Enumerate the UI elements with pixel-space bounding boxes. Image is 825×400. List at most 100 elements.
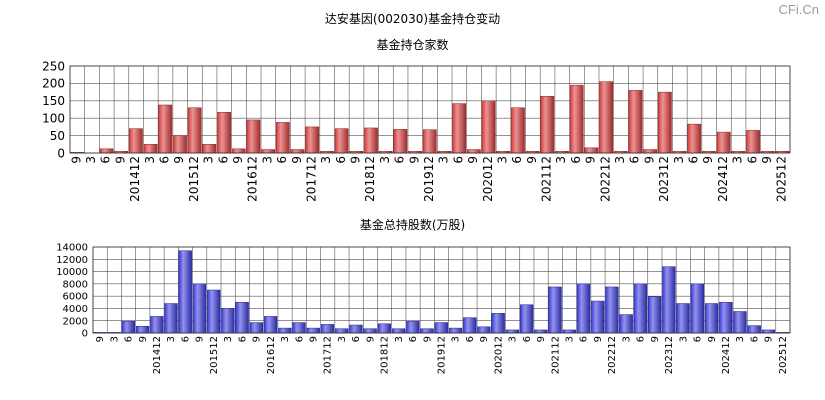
shares-bar — [562, 329, 576, 334]
shares-bar — [591, 300, 605, 334]
count-xtick-label: 6 — [99, 156, 113, 164]
count-xtick-label: 202312 — [657, 156, 671, 202]
shares-xtick-label: 9 — [650, 336, 661, 342]
count-bar — [584, 147, 599, 154]
count-xtick-label: 201912 — [422, 156, 436, 202]
count-bar — [231, 148, 246, 154]
count-bar — [452, 103, 467, 154]
count-xtick-label: 6 — [569, 156, 583, 164]
count-bar — [555, 151, 569, 154]
count-xtick-label: 3 — [613, 156, 627, 164]
shares-bar — [633, 283, 648, 334]
count-bar — [775, 151, 790, 154]
count-bar — [158, 104, 173, 154]
shares-xtick-label: 201912 — [437, 336, 448, 374]
count-xtick-label: 201612 — [246, 156, 260, 202]
shares-xtick-label: 9 — [707, 336, 718, 342]
count-bar — [114, 151, 129, 154]
shares-bar — [676, 303, 690, 334]
count-bar — [246, 119, 261, 154]
shares-xtick-label: 9 — [308, 336, 319, 342]
count-bar — [658, 91, 672, 154]
watermark: CFi.Cn — [778, 2, 819, 17]
shares-bar — [605, 286, 619, 334]
shares-bar — [164, 303, 178, 334]
shares-xtick-label: 3 — [678, 336, 689, 342]
count-bar — [481, 100, 496, 154]
count-xtick-label: 6 — [275, 156, 289, 164]
shares-bar — [349, 324, 363, 334]
shares-xtick-label: 3 — [508, 336, 519, 342]
shares-xtick-label: 6 — [579, 336, 590, 342]
count-bar — [746, 130, 760, 154]
shares-ytick-label: 4000 — [63, 304, 88, 315]
shares-bar — [292, 322, 306, 334]
count-bar — [466, 149, 481, 154]
shares-xtick-label: 3 — [223, 336, 234, 342]
count-ytick-label: 250 — [42, 59, 65, 73]
count-xtick-label: 202112 — [540, 156, 554, 202]
count-xtick-label: 9 — [760, 156, 774, 164]
shares-xtick-label: 3 — [565, 336, 576, 342]
shares-bar — [448, 327, 463, 334]
shares-xtick-label: 9 — [365, 336, 376, 342]
count-xtick-label: 3 — [84, 156, 98, 164]
count-xtick-label: 9 — [349, 156, 363, 164]
count-xtick-label: 201412 — [128, 156, 142, 202]
count-bar — [599, 81, 613, 154]
count-bar — [716, 131, 731, 154]
count-xtick-label: 6 — [158, 156, 172, 164]
shares-xtick-label: 6 — [408, 336, 419, 342]
shares-bar — [363, 328, 377, 334]
shares-xtick-label: 9 — [95, 336, 106, 342]
count-bar — [672, 151, 687, 154]
count-bar — [437, 151, 452, 154]
shares-xtick-label: 3 — [280, 336, 291, 342]
shares-xtick-label: 9 — [479, 336, 490, 342]
shares-bar — [306, 327, 320, 334]
count-xtick-label: 9 — [407, 156, 421, 164]
count-xtick-label: 202012 — [481, 156, 495, 202]
shares-xtick-label: 9 — [195, 336, 206, 342]
shares-xtick-label: 202312 — [664, 336, 675, 374]
count-xtick-label: 9 — [231, 156, 245, 164]
count-xtick-label: 202412 — [716, 156, 730, 202]
shares-bar — [477, 326, 491, 334]
shares-bar — [121, 321, 136, 334]
shares-bar — [235, 302, 249, 334]
shares-bar — [434, 322, 448, 334]
count-xtick-label: 9 — [584, 156, 598, 164]
count-xtick-label: 3 — [378, 156, 392, 164]
shares-bar — [150, 316, 164, 334]
shares-xtick-label: 201812 — [380, 336, 391, 374]
count-bar — [643, 149, 658, 154]
shares-xtick-label: 9 — [764, 336, 775, 342]
count-bar — [408, 151, 422, 154]
shares-xtick-label: 3 — [735, 336, 746, 342]
count-xtick-label: 6 — [510, 156, 524, 164]
shares-bar — [648, 296, 662, 334]
shares-xtick-label: 6 — [636, 336, 647, 342]
shares-xtick-label: 6 — [124, 336, 135, 342]
count-bar — [143, 144, 158, 154]
count-ytick-label: 100 — [42, 112, 65, 126]
count-ytick-label: 200 — [42, 77, 65, 91]
shares-xtick-label: 3 — [109, 336, 120, 342]
count-xtick-label: 6 — [216, 156, 230, 164]
count-bar — [496, 151, 511, 154]
shares-ytick-label: 8000 — [63, 279, 88, 290]
shares-xtick-label: 6 — [294, 336, 305, 342]
shares-ytick-label: 14000 — [56, 243, 88, 254]
count-xtick-label: 3 — [495, 156, 509, 164]
count-xtick-label: 9 — [172, 156, 186, 164]
shares-bar — [690, 283, 704, 334]
count-bar — [99, 148, 114, 154]
count-xtick-label: 202212 — [598, 156, 612, 202]
shares-xtick-label: 6 — [237, 336, 248, 342]
shares-ytick-label: 6000 — [63, 292, 88, 303]
shares-bar — [733, 311, 747, 334]
shares-bar — [619, 314, 633, 334]
count-xtick-label: 3 — [319, 156, 333, 164]
shares-xtick-label: 3 — [394, 336, 405, 342]
shares-xtick-label: 202512 — [778, 336, 789, 374]
